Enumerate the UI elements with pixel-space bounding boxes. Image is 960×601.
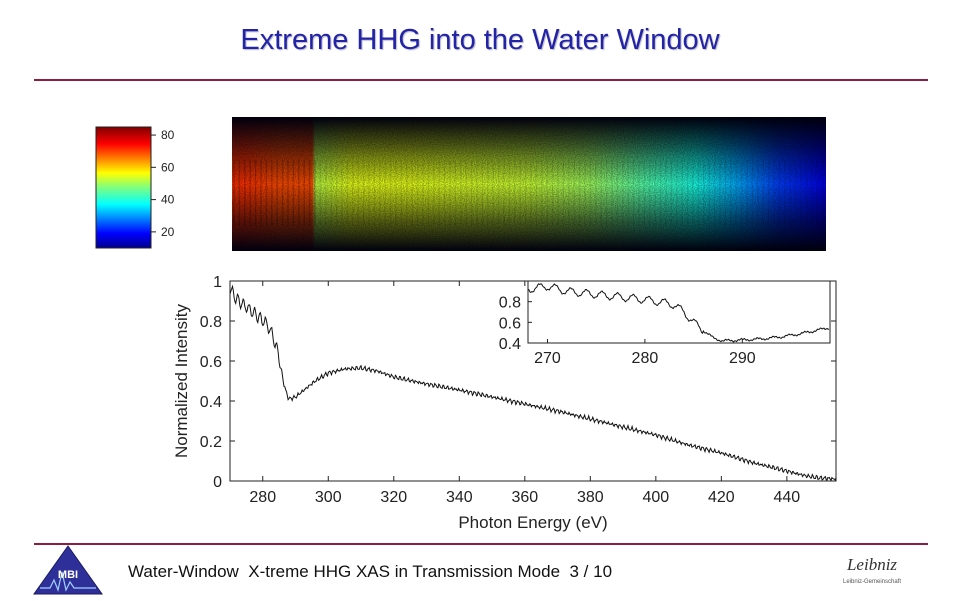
mbi-logo: MBI bbox=[32, 544, 104, 601]
x-axis-label: Photon Energy (eV) bbox=[458, 513, 607, 532]
mbi-logo-wave-icon bbox=[40, 571, 96, 593]
y-tick-label: 0 bbox=[213, 474, 222, 491]
colorbar-tick-label: 20 bbox=[161, 225, 175, 239]
x-tick-label: 380 bbox=[577, 489, 604, 506]
leibniz-logo: Leibniz Leibniz-Gemeinschaft bbox=[836, 552, 908, 593]
detector-image bbox=[232, 117, 826, 251]
x-tick-label: 280 bbox=[249, 489, 276, 506]
inset-plot: 270 280 290 0.4 0.6 0.8 bbox=[499, 280, 831, 367]
inset-x-tick-label: 270 bbox=[534, 350, 561, 367]
inset-line bbox=[527, 283, 830, 343]
footer-text: Water-Window X-treme HHG XAS in Transmis… bbox=[128, 562, 613, 581]
inset-x-tick-label: 290 bbox=[729, 350, 756, 367]
inset-frame bbox=[527, 280, 831, 344]
x-tick-label: 360 bbox=[511, 489, 538, 506]
y-tick-label: 0.2 bbox=[200, 434, 222, 451]
inset-y-tick-label: 0.4 bbox=[499, 336, 521, 353]
y-tick-label: 0.4 bbox=[200, 394, 222, 411]
colorbar-gradient bbox=[95, 126, 152, 249]
x-tick-label: 420 bbox=[708, 489, 735, 506]
colorbar: 20 40 60 80 bbox=[95, 126, 175, 249]
detector-noise bbox=[232, 117, 826, 251]
x-tick-label: 320 bbox=[380, 489, 407, 506]
inset-y-tick-label: 0.8 bbox=[499, 295, 521, 312]
y-tick-label: 1 bbox=[213, 274, 222, 291]
y-axis-label: Normalized Intensity bbox=[172, 304, 191, 459]
bottom-divider bbox=[34, 543, 928, 545]
y-tick-label: 0.8 bbox=[200, 314, 222, 331]
leibniz-logo-script: Leibniz bbox=[846, 555, 897, 574]
spectrum-plot: 280 300 320 340 360 380 400 420 440 0 0.2 0.4 0.6 0.… bbox=[172, 274, 837, 532]
spectrum-line bbox=[229, 284, 837, 482]
x-tick-label: 440 bbox=[774, 489, 801, 506]
leibniz-logo-subtext: Leibniz-Gemeinschaft bbox=[843, 579, 901, 585]
x-tick-label: 340 bbox=[446, 489, 473, 506]
mbi-logo-triangle-icon bbox=[33, 545, 103, 595]
slide-title: Extreme HHG into the Water Window bbox=[240, 24, 720, 56]
mbi-logo-text: MBI bbox=[58, 569, 78, 581]
colorbar-tick-label: 60 bbox=[161, 160, 175, 174]
x-tick-label: 400 bbox=[642, 489, 669, 506]
colorbar-tick-label: 80 bbox=[161, 128, 175, 142]
x-tick-label: 300 bbox=[315, 489, 342, 506]
colorbar-tick-label: 40 bbox=[161, 193, 175, 207]
y-tick-label: 0.6 bbox=[200, 354, 222, 371]
top-divider bbox=[34, 79, 928, 81]
inset-x-tick-label: 280 bbox=[632, 350, 659, 367]
inset-y-tick-label: 0.6 bbox=[499, 315, 521, 332]
